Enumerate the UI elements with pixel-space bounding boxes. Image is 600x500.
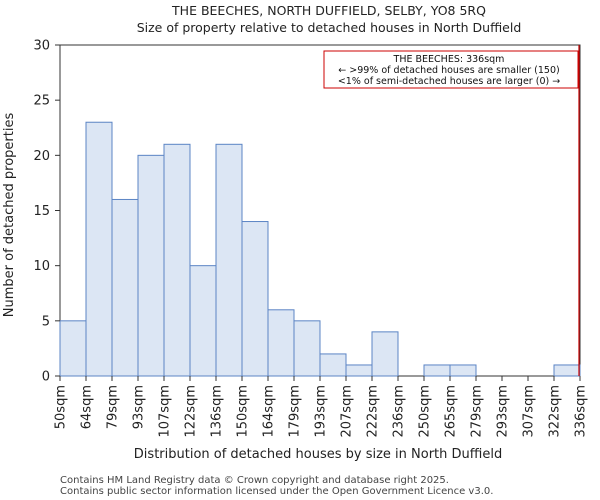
x-tick-label: 179sqm (288, 385, 303, 438)
annotation-box: THE BEECHES: 336sqm ← >99% of detached h… (323, 50, 579, 89)
y-tick-label: 10 (33, 259, 50, 274)
y-axis-label: Number of detached properties (2, 113, 17, 318)
bar-50sqm (59, 320, 87, 377)
chart-subtitle: Size of property relative to detached ho… (137, 20, 522, 35)
x-tick-label: 136sqm (210, 385, 225, 438)
x-tick-label: 222sqm (366, 385, 381, 438)
x-axis-label: Distribution of detached houses by size … (134, 447, 502, 462)
x-tick-label: 193sqm (314, 385, 329, 438)
x-tick-label: 50sqm (54, 385, 69, 429)
bar-250sqm (423, 364, 451, 377)
y-tick-label: 25 (33, 94, 50, 109)
x-tick-label: 250sqm (418, 385, 433, 438)
annotation-frame (323, 50, 579, 89)
bar-136sqm (215, 143, 243, 377)
x-tick-label: 107sqm (158, 385, 173, 438)
x-tick-label: 279sqm (470, 385, 485, 438)
footer-line-2: Contains public sector information licen… (60, 486, 493, 497)
y-tick-label: 15 (33, 204, 50, 219)
annotation-line-1: THE BEECHES: 336sqm (393, 54, 505, 65)
bars (59, 121, 581, 377)
x-tick-label: 150sqm (236, 385, 251, 438)
x-tick-label: 122sqm (184, 385, 199, 438)
plot-area: 0 5 10 15 20 25 30 50sqm 64sqm 79sqm 93sqm 107sqm 1… (33, 39, 588, 438)
x-tick-label: 293sqm (496, 385, 511, 438)
y-tick-label: 5 (42, 314, 50, 329)
x-axis-ticks: 50sqm 64sqm 79sqm 93sqm 107sqm 122sqm 136sqm 15… (54, 376, 589, 438)
y-tick-label: 20 (33, 149, 50, 164)
bar-107sqm (163, 143, 191, 377)
x-tick-label: 79sqm (106, 385, 121, 429)
x-tick-label: 64sqm (80, 385, 95, 429)
y-axis-ticks: 0 5 10 15 20 25 30 (33, 39, 60, 385)
x-tick-label: 322sqm (548, 385, 563, 438)
footer-line-1: Contains HM Land Registry data © Crown c… (60, 475, 449, 486)
x-tick-label: 236sqm (392, 385, 407, 438)
bar-179sqm (293, 320, 321, 377)
bar-150sqm (241, 221, 269, 377)
bar-164sqm (267, 309, 295, 377)
annotation-line-2: ← >99% of detached houses are smaller (1… (338, 65, 559, 76)
bar-222sqm (371, 331, 399, 377)
x-tick-label: 164sqm (262, 385, 277, 438)
bar-93sqm (137, 154, 165, 377)
x-tick-label: 336sqm (574, 385, 589, 438)
x-tick-label: 265sqm (444, 385, 459, 438)
bar-322sqm (553, 364, 581, 377)
bar-122sqm (189, 265, 217, 377)
x-tick-label: 93sqm (132, 385, 147, 429)
x-tick-label: 307sqm (522, 385, 537, 438)
bar-207sqm (345, 364, 373, 377)
annotation-line-3: <1% of semi-detached houses are larger (… (338, 76, 560, 87)
x-tick-label: 207sqm (340, 385, 355, 438)
chart-title: THE BEECHES, NORTH DUFFIELD, SELBY, YO8 … (171, 3, 486, 18)
y-tick-label: 0 (42, 370, 50, 385)
bar-265sqm (449, 364, 477, 377)
bar-79sqm (111, 198, 139, 377)
y-tick-label: 30 (33, 39, 50, 54)
bar-64sqm (85, 121, 113, 377)
bar-193sqm (319, 353, 347, 377)
